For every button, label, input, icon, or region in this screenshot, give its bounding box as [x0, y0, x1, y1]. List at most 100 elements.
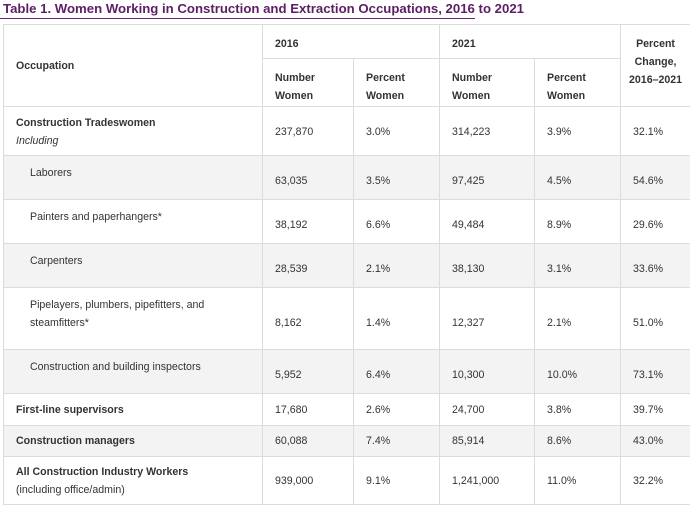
number-2021-value: 85,914 — [440, 426, 534, 450]
header-number-women-2021: Number Women — [440, 59, 535, 107]
number-2016-value: 17,680 — [263, 394, 353, 419]
title-underline — [0, 18, 475, 19]
occupation-label: Carpenters — [4, 244, 262, 270]
number-2016-cell: 60,088 — [263, 426, 354, 457]
percent-2016-value: 2.1% — [354, 244, 439, 278]
number-2016-cell: 28,539 — [263, 244, 354, 288]
percent-2021-value: 8.6% — [535, 426, 620, 450]
percent-2021-value: 3.1% — [535, 244, 620, 278]
number-2021-value: 38,130 — [440, 244, 534, 278]
header-year-2021-label: 2021 — [440, 25, 620, 53]
number-2016-value: 5,952 — [263, 350, 353, 384]
percent-2016-value: 7.4% — [354, 426, 439, 450]
number-2021-value: 314,223 — [440, 107, 534, 141]
percent-2016-value: 9.1% — [354, 457, 439, 490]
occupation-cell: All Construction Industry Workers (inclu… — [4, 457, 263, 505]
header-number-women-2016-label: Number Women — [263, 59, 353, 105]
number-2016-value: 63,035 — [263, 156, 353, 190]
change-cell: 32.1% — [621, 107, 690, 156]
number-2021-cell: 12,327 — [440, 288, 535, 350]
occupation-cell: Construction managers — [4, 426, 263, 457]
table-title: Table 1. Women Working in Construction a… — [3, 1, 524, 16]
percent-2016-value: 6.6% — [354, 200, 439, 234]
occupation-cell: Carpenters — [4, 244, 263, 288]
change-cell: 51.0% — [621, 288, 690, 350]
percent-2016-cell: 2.1% — [354, 244, 440, 288]
header-percent-women-2021-label: Percent Women — [535, 59, 620, 105]
number-2021-cell: 10,300 — [440, 350, 535, 394]
percent-2021-cell: 2.1% — [535, 288, 621, 350]
percent-2016-cell: 3.0% — [354, 107, 440, 156]
change-value: 51.0% — [621, 288, 690, 332]
header-percent-change: Percent Change, 2016–2021 — [621, 25, 690, 107]
table-row: Painters and paperhangers* 38,192 6.6% 4… — [4, 200, 690, 244]
percent-2016-cell: 3.5% — [354, 156, 440, 200]
change-value: 73.1% — [621, 350, 690, 384]
number-2016-value: 939,000 — [263, 457, 353, 490]
percent-2016-cell: 9.1% — [354, 457, 440, 505]
occupation-cell: Pipelayers, plumbers, pipefitters, and s… — [4, 288, 263, 350]
change-value: 33.6% — [621, 244, 690, 278]
number-2021-cell: 38,130 — [440, 244, 535, 288]
percent-2021-value: 3.9% — [535, 107, 620, 141]
change-cell: 33.6% — [621, 244, 690, 288]
change-cell: 73.1% — [621, 350, 690, 394]
occupation-label: Construction and building inspectors — [4, 350, 262, 376]
number-2021-cell: 97,425 — [440, 156, 535, 200]
number-2021-cell: 1,241,000 — [440, 457, 535, 505]
number-2021-cell: 85,914 — [440, 426, 535, 457]
change-value: 32.1% — [621, 107, 690, 141]
number-2016-cell: 63,035 — [263, 156, 354, 200]
percent-2021-value: 4.5% — [535, 156, 620, 190]
percent-2021-value: 11.0% — [535, 457, 620, 490]
header-percent-women-2016: Percent Women — [354, 59, 440, 107]
table-row: Construction managers 60,088 7.4% 85,914… — [4, 426, 690, 457]
number-2021-cell: 49,484 — [440, 200, 535, 244]
women-construction-table: Occupation 2016 2021 Percent Change, 201… — [3, 24, 690, 505]
header-percent-change-label: Percent Change, 2016–2021 — [621, 25, 690, 89]
number-2016-cell: 939,000 — [263, 457, 354, 505]
percent-2021-value: 10.0% — [535, 350, 620, 384]
table-row: Laborers 63,035 3.5% 97,425 4.5% 54.6% — [4, 156, 690, 200]
occupation-cell: Construction and building inspectors — [4, 350, 263, 394]
number-2021-cell: 24,700 — [440, 394, 535, 426]
change-cell: 29.6% — [621, 200, 690, 244]
number-2016-cell: 38,192 — [263, 200, 354, 244]
occupation-sublabel: Including — [4, 132, 262, 150]
header-year-2016-label: 2016 — [263, 25, 439, 53]
percent-2021-cell: 3.9% — [535, 107, 621, 156]
number-2016-cell: 5,952 — [263, 350, 354, 394]
percent-2016-value: 1.4% — [354, 288, 439, 332]
percent-2016-cell: 6.6% — [354, 200, 440, 244]
occupation-cell: Construction Tradeswomen Including — [4, 107, 263, 156]
header-number-women-2021-label: Number Women — [440, 59, 534, 105]
number-2016-cell: 17,680 — [263, 394, 354, 426]
header-percent-women-2021: Percent Women — [535, 59, 621, 107]
header-percent-women-2016-label: Percent Women — [354, 59, 439, 105]
change-value: 29.6% — [621, 200, 690, 234]
change-value: 32.2% — [621, 457, 690, 490]
table-row: Construction Tradeswomen Including 237,8… — [4, 107, 690, 156]
percent-2016-value: 6.4% — [354, 350, 439, 384]
number-2016-cell: 237,870 — [263, 107, 354, 156]
percent-2021-value: 8.9% — [535, 200, 620, 234]
occupation-sublabel: (including office/admin) — [4, 481, 262, 499]
occupation-label: Pipelayers, plumbers, pipefitters, and s… — [4, 288, 262, 332]
header-year-2016: 2016 — [263, 25, 440, 59]
change-cell: 43.0% — [621, 426, 690, 457]
number-2016-value: 60,088 — [263, 426, 353, 450]
percent-2021-cell: 3.1% — [535, 244, 621, 288]
header-year-2021: 2021 — [440, 25, 621, 59]
occupation-cell: Painters and paperhangers* — [4, 200, 263, 244]
percent-2016-cell: 1.4% — [354, 288, 440, 350]
change-cell: 39.7% — [621, 394, 690, 426]
percent-2016-value: 3.5% — [354, 156, 439, 190]
number-2021-value: 49,484 — [440, 200, 534, 234]
percent-2021-cell: 3.8% — [535, 394, 621, 426]
change-cell: 32.2% — [621, 457, 690, 505]
percent-2021-cell: 10.0% — [535, 350, 621, 394]
occupation-label: Construction managers — [4, 426, 262, 450]
table-row: First-line supervisors 17,680 2.6% 24,70… — [4, 394, 690, 426]
occupation-label: Laborers — [4, 156, 262, 182]
percent-2021-value: 2.1% — [535, 288, 620, 332]
